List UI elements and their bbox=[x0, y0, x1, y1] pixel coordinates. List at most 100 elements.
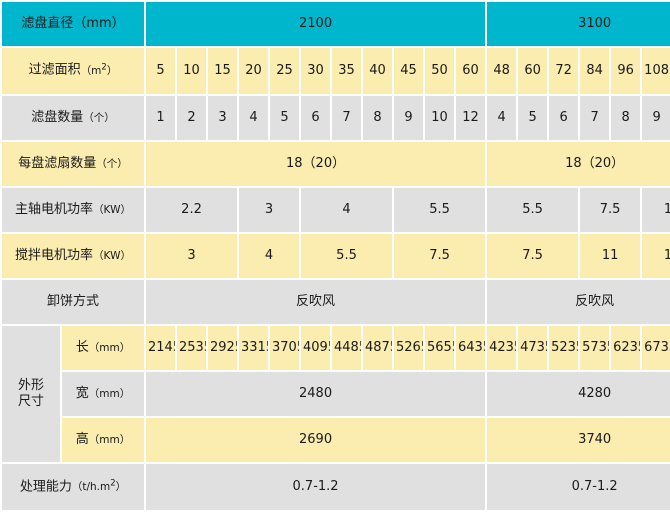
cell-filter-area-2100-4: 20 bbox=[239, 48, 269, 94]
cell-filter-area-3100-4: 84 bbox=[580, 48, 610, 94]
cell-mixer-2100-2: 4 bbox=[239, 233, 300, 279]
cell-mixer-2100-4: 7.5 bbox=[394, 233, 486, 279]
row-spindle-motor: 主轴电机功率（KW） 2.2 3 4 5.5 5.5 7.5 11 bbox=[2, 187, 670, 232]
row-filter-area: 过滤面积（m2） 5 10 15 20 25 30 35 40 45 50 60… bbox=[2, 48, 670, 94]
row-capacity: 处理能力（t/h.m2） 0.7-1.2 0.7-1.2 bbox=[2, 464, 670, 510]
label-discharge-mode: 卸饼方式 bbox=[2, 280, 145, 325]
label-sectors-per-disc: 每盘滤扇数量（个） bbox=[2, 141, 145, 186]
cell-disc-count-3100-5: 8 bbox=[611, 95, 641, 140]
cell-length-3100-4: 5735 bbox=[580, 326, 610, 371]
cell-filter-area-2100-7: 35 bbox=[332, 48, 362, 94]
cell-disc-count-2100-11: 12 bbox=[456, 95, 486, 140]
cell-disc-count-2100-7: 7 bbox=[332, 95, 362, 140]
label-width: 宽（mm） bbox=[62, 372, 145, 417]
cell-capacity-2100: 0.7-1.2 bbox=[146, 464, 486, 510]
cell-disc-count-3100-2: 5 bbox=[518, 95, 548, 140]
unit-width: （mm） bbox=[88, 388, 131, 401]
cell-filter-area-2100-10: 50 bbox=[425, 48, 455, 94]
cell-width-2100: 2480 bbox=[146, 372, 486, 417]
unit-mixer-motor: （KW） bbox=[93, 249, 131, 262]
cell-disc-count-3100-1: 4 bbox=[487, 95, 517, 140]
cell-filter-area-2100-6: 30 bbox=[301, 48, 331, 94]
cell-sectors-3100: 18（20） bbox=[487, 141, 670, 186]
header-group-3100: 3100 bbox=[487, 2, 670, 47]
cell-filter-area-3100-1: 48 bbox=[487, 48, 517, 94]
cell-spindle-3100-1: 5.5 bbox=[487, 187, 579, 232]
cell-length-2100-10: 5655 bbox=[425, 326, 455, 371]
cell-disc-count-2100-2: 2 bbox=[177, 95, 207, 140]
cell-filter-area-3100-2: 60 bbox=[518, 48, 548, 94]
cell-height-3100: 3740 bbox=[487, 418, 670, 463]
cell-disc-count-2100-5: 5 bbox=[270, 95, 300, 140]
cell-spindle-2100-1: 2.2 bbox=[146, 187, 238, 232]
cell-length-2100-7: 4485 bbox=[332, 326, 362, 371]
cell-length-2100-4: 3315 bbox=[239, 326, 269, 371]
label-spindle-motor: 主轴电机功率（KW） bbox=[2, 187, 145, 232]
cell-width-3100: 4280 bbox=[487, 372, 670, 417]
cell-length-2100-1: 2145 bbox=[146, 326, 176, 371]
table-header-row: 滤盘直径（mm） 2100 3100 bbox=[2, 2, 670, 47]
row-discharge-mode: 卸饼方式 反吹风 反吹风 bbox=[2, 280, 670, 325]
cell-filter-area-2100-8: 40 bbox=[363, 48, 393, 94]
unit-length: （mm） bbox=[88, 342, 131, 355]
label-dimensions: 外形 尺寸 bbox=[2, 326, 60, 463]
row-sectors-per-disc: 每盘滤扇数量（个） 18（20） 18（20） bbox=[2, 141, 670, 186]
label-length: 长（mm） bbox=[62, 326, 145, 371]
cell-filter-area-2100-9: 45 bbox=[394, 48, 424, 94]
label-filter-area: 过滤面积（m2） bbox=[2, 48, 145, 94]
unit-sectors-per-disc: （个） bbox=[96, 157, 128, 170]
cell-height-2100: 2690 bbox=[146, 418, 486, 463]
label-capacity: 处理能力（t/h.m2） bbox=[2, 464, 145, 510]
cell-length-3100-6: 6735 bbox=[642, 326, 670, 371]
cell-mixer-2100-1: 3 bbox=[146, 233, 238, 279]
row-dimension-width: 宽（mm） 2480 4280 bbox=[2, 372, 670, 417]
cell-disc-count-3100-4: 7 bbox=[580, 95, 610, 140]
cell-mixer-3100-3: 15 bbox=[642, 233, 670, 279]
row-mixer-motor: 搅拌电机功率（KW） 3 4 5.5 7.5 7.5 11 15 bbox=[2, 233, 670, 279]
unit-filter-area: （m2） bbox=[80, 62, 118, 77]
cell-sectors-2100: 18（20） bbox=[146, 141, 486, 186]
cell-capacity-3100: 0.7-1.2 bbox=[487, 464, 670, 510]
cell-spindle-2100-2: 3 bbox=[239, 187, 300, 232]
cell-disc-count-2100-1: 1 bbox=[146, 95, 176, 140]
cell-spindle-3100-3: 11 bbox=[642, 187, 670, 232]
cell-length-3100-5: 6235 bbox=[611, 326, 641, 371]
cell-discharge-3100: 反吹风 bbox=[487, 280, 670, 325]
cell-mixer-3100-2: 11 bbox=[580, 233, 641, 279]
unit-capacity: （t/h.m2） bbox=[71, 478, 127, 494]
cell-filter-area-2100-2: 10 bbox=[177, 48, 207, 94]
cell-discharge-2100: 反吹风 bbox=[146, 280, 486, 325]
row-dimension-height: 高（mm） 2690 3740 bbox=[2, 418, 670, 463]
cell-spindle-3100-2: 7.5 bbox=[580, 187, 641, 232]
cell-disc-count-3100-6: 9 bbox=[642, 95, 670, 140]
cell-length-2100-11: 6435 bbox=[456, 326, 486, 371]
cell-filter-area-2100-5: 25 bbox=[270, 48, 300, 94]
cell-disc-count-2100-4: 4 bbox=[239, 95, 269, 140]
cell-filter-area-2100-11: 60 bbox=[456, 48, 486, 94]
cell-length-2100-3: 2925 bbox=[208, 326, 238, 371]
row-disc-count: 滤盘数量（个） 1 2 3 4 5 6 7 8 9 10 12 4 5 6 7 … bbox=[2, 95, 670, 140]
cell-disc-count-2100-6: 6 bbox=[301, 95, 331, 140]
cell-length-3100-1: 4235 bbox=[487, 326, 517, 371]
cell-filter-area-3100-3: 72 bbox=[549, 48, 579, 94]
cell-disc-count-2100-10: 10 bbox=[425, 95, 455, 140]
unit-height: （mm） bbox=[88, 434, 131, 447]
unit-disc-count: （个） bbox=[83, 111, 115, 124]
cell-disc-count-2100-3: 3 bbox=[208, 95, 238, 140]
cell-length-2100-6: 4095 bbox=[301, 326, 331, 371]
cell-mixer-3100-1: 7.5 bbox=[487, 233, 579, 279]
cell-spindle-2100-3: 4 bbox=[301, 187, 393, 232]
cell-disc-count-3100-3: 6 bbox=[549, 95, 579, 140]
label-disc-count: 滤盘数量（个） bbox=[2, 95, 145, 140]
cell-disc-count-2100-9: 9 bbox=[394, 95, 424, 140]
cell-filter-area-2100-3: 15 bbox=[208, 48, 238, 94]
unit-spindle-motor: （KW） bbox=[93, 203, 131, 216]
cell-length-2100-2: 2535 bbox=[177, 326, 207, 371]
cell-disc-count-2100-8: 8 bbox=[363, 95, 393, 140]
